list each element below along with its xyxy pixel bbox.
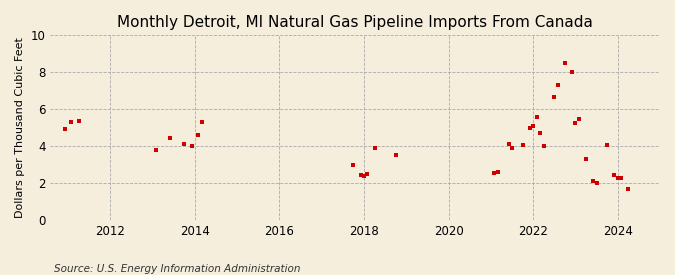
Point: [358, 174, 369, 178]
Text: Source: U.S. Energy Information Administration: Source: U.S. Energy Information Administ…: [54, 264, 300, 274]
Point: [552, 83, 563, 87]
Point: [574, 117, 585, 122]
Point: [524, 125, 535, 130]
Point: [66, 120, 77, 124]
Point: [196, 120, 207, 124]
Point: [507, 146, 518, 150]
Point: [623, 186, 634, 191]
Point: [609, 173, 620, 177]
Point: [165, 136, 176, 140]
Point: [186, 144, 197, 148]
Point: [591, 181, 602, 185]
Point: [612, 175, 623, 180]
Point: [179, 142, 190, 147]
Point: [539, 144, 549, 148]
Point: [369, 146, 380, 150]
Point: [59, 126, 70, 131]
Point: [580, 157, 591, 161]
Point: [73, 119, 84, 123]
Point: [588, 179, 599, 183]
Point: [355, 173, 366, 177]
Point: [517, 143, 528, 147]
Point: [348, 163, 359, 167]
Point: [489, 171, 500, 175]
Title: Monthly Detroit, MI Natural Gas Pipeline Imports From Canada: Monthly Detroit, MI Natural Gas Pipeline…: [117, 15, 593, 30]
Point: [549, 95, 560, 100]
Point: [601, 143, 612, 147]
Point: [390, 153, 401, 158]
Point: [560, 61, 570, 65]
Point: [535, 131, 546, 136]
Point: [528, 124, 539, 128]
Point: [504, 142, 514, 147]
Y-axis label: Dollars per Thousand Cubic Feet: Dollars per Thousand Cubic Feet: [15, 37, 25, 218]
Point: [151, 148, 161, 152]
Point: [566, 70, 577, 75]
Point: [616, 175, 626, 180]
Point: [193, 133, 204, 137]
Point: [493, 170, 504, 174]
Point: [531, 114, 542, 119]
Point: [362, 172, 373, 176]
Point: [570, 121, 580, 125]
